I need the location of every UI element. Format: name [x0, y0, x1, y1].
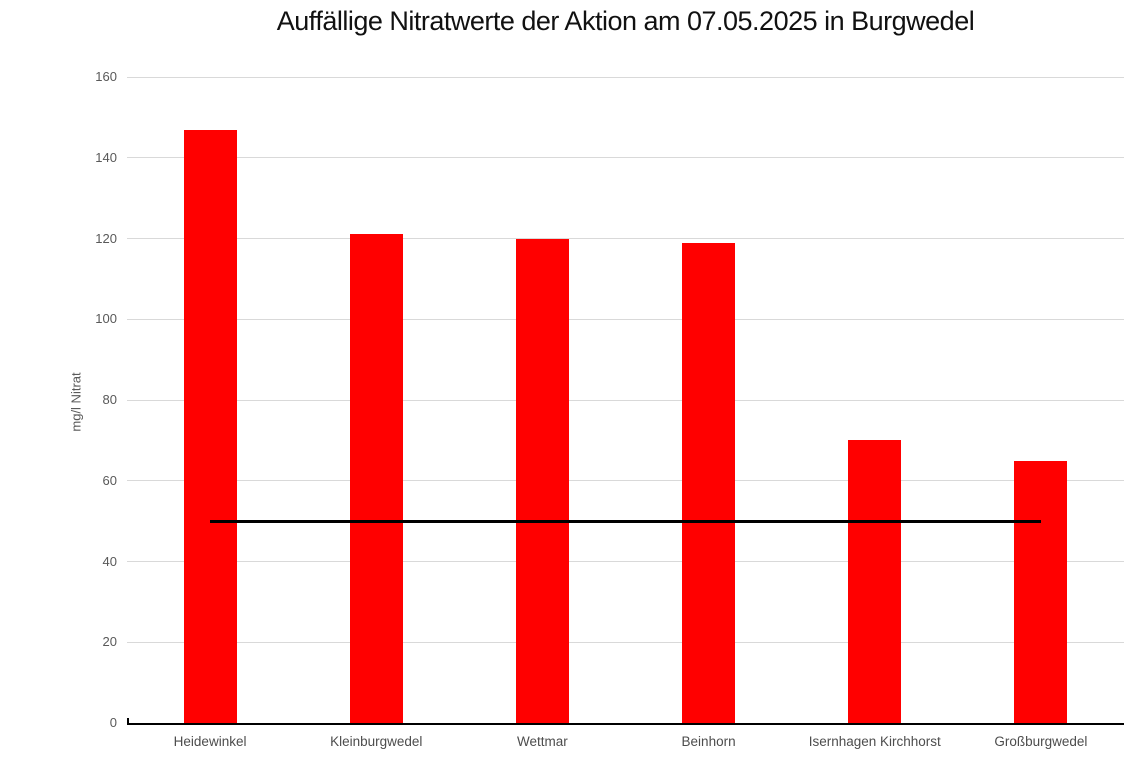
y-tick-label-60: 60 — [102, 472, 117, 488]
bar-gro-burgwedel — [1014, 460, 1068, 723]
bar-heidewinkel — [183, 129, 237, 723]
x-category-label-isernhagen-kirchhorst: Isernhagen Kirchhorst — [808, 734, 941, 749]
gridline-120 — [127, 238, 1124, 239]
y-tick-label-160: 160 — [95, 69, 117, 84]
gridline-160 — [127, 76, 1124, 78]
x-category-label-wettmar: Wettmar — [517, 734, 568, 749]
bar-isernhagen-kirchhorst — [848, 440, 902, 723]
gridline-20 — [127, 641, 1124, 643]
x-category-label-gro-burgwedel: Großburgwedel — [994, 734, 1088, 749]
gridline-100 — [127, 318, 1124, 320]
chart-title: Auffällige Nitratwerte der Aktion am 07.… — [276, 6, 975, 36]
x-category-label-beinhorn: Beinhorn — [681, 734, 736, 749]
y-tick-label-0: 0 — [109, 715, 117, 730]
gridline-140 — [127, 157, 1124, 159]
y-tick-label-140: 140 — [95, 149, 117, 165]
bar-beinhorn — [682, 242, 736, 723]
gridline-80 — [127, 399, 1124, 401]
limit-line — [210, 519, 1041, 523]
bar-wettmar — [515, 238, 569, 723]
x-category-label-heidewinkel: Heidewinkel — [173, 734, 247, 749]
gridline-60 — [127, 480, 1124, 482]
y-tick-label-100: 100 — [95, 311, 117, 327]
y-tick-label-80: 80 — [102, 392, 117, 407]
x-category-label-kleinburgwedel: Kleinburgwedel — [330, 734, 423, 749]
bar-kleinburgwedel — [349, 234, 403, 723]
y-tick-label-120: 120 — [95, 230, 117, 246]
y-tick-label-20: 20 — [102, 634, 117, 650]
y-tick-label-40: 40 — [102, 553, 117, 569]
plot-area — [127, 76, 1124, 725]
gridline-40 — [127, 561, 1124, 562]
y-axis-stub — [127, 718, 129, 723]
